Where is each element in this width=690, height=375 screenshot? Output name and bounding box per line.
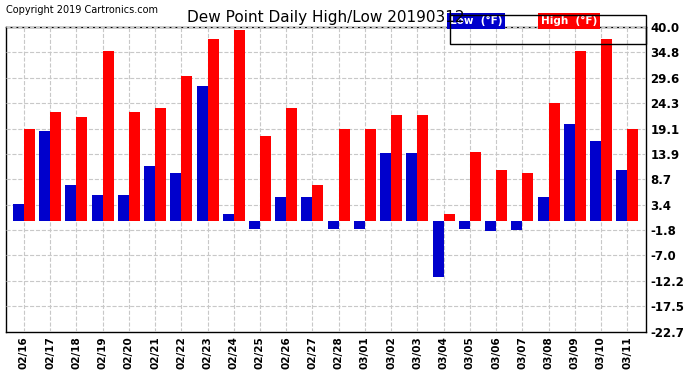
Bar	[234, 30, 245, 221]
Bar	[511, 221, 522, 230]
Bar	[601, 39, 612, 221]
Bar	[13, 204, 24, 221]
Bar	[103, 51, 114, 221]
Text: Copyright 2019 Cartronics.com: Copyright 2019 Cartronics.com	[6, 5, 157, 15]
Bar	[66, 185, 77, 221]
Bar	[249, 221, 260, 229]
Bar	[223, 214, 234, 221]
Bar	[286, 108, 297, 221]
Bar	[406, 153, 417, 221]
Bar	[496, 170, 507, 221]
Bar	[144, 165, 155, 221]
Bar	[470, 153, 481, 221]
Bar	[549, 104, 560, 221]
Bar	[181, 76, 193, 221]
Bar	[627, 129, 638, 221]
Bar	[170, 173, 181, 221]
Bar	[275, 197, 286, 221]
Title: Dew Point Daily High/Low 20190312: Dew Point Daily High/Low 20190312	[187, 9, 464, 24]
Bar	[129, 112, 140, 221]
Bar	[575, 51, 586, 221]
Bar	[313, 185, 324, 221]
Bar	[354, 221, 365, 229]
Bar	[197, 86, 208, 221]
Bar	[302, 197, 313, 221]
Bar	[118, 195, 129, 221]
Text: High  (°F): High (°F)	[541, 16, 597, 26]
Bar	[433, 221, 444, 277]
Bar	[417, 114, 428, 221]
Bar	[328, 221, 339, 229]
Bar	[391, 114, 402, 221]
Bar	[538, 197, 549, 221]
Bar	[459, 221, 470, 229]
Bar	[564, 124, 575, 221]
Bar	[208, 39, 219, 221]
Bar	[155, 108, 166, 221]
Bar	[339, 129, 350, 221]
Bar	[380, 153, 391, 221]
Bar	[590, 141, 601, 221]
Bar	[77, 117, 88, 221]
Text: Low  (°F): Low (°F)	[450, 16, 502, 26]
Bar	[92, 195, 103, 221]
Bar	[522, 173, 533, 221]
Bar	[616, 170, 627, 221]
Bar	[260, 136, 271, 221]
Bar	[24, 129, 35, 221]
Bar	[50, 112, 61, 221]
Bar	[444, 214, 455, 221]
Bar	[485, 221, 496, 231]
Bar	[365, 129, 376, 221]
Bar	[39, 130, 50, 221]
